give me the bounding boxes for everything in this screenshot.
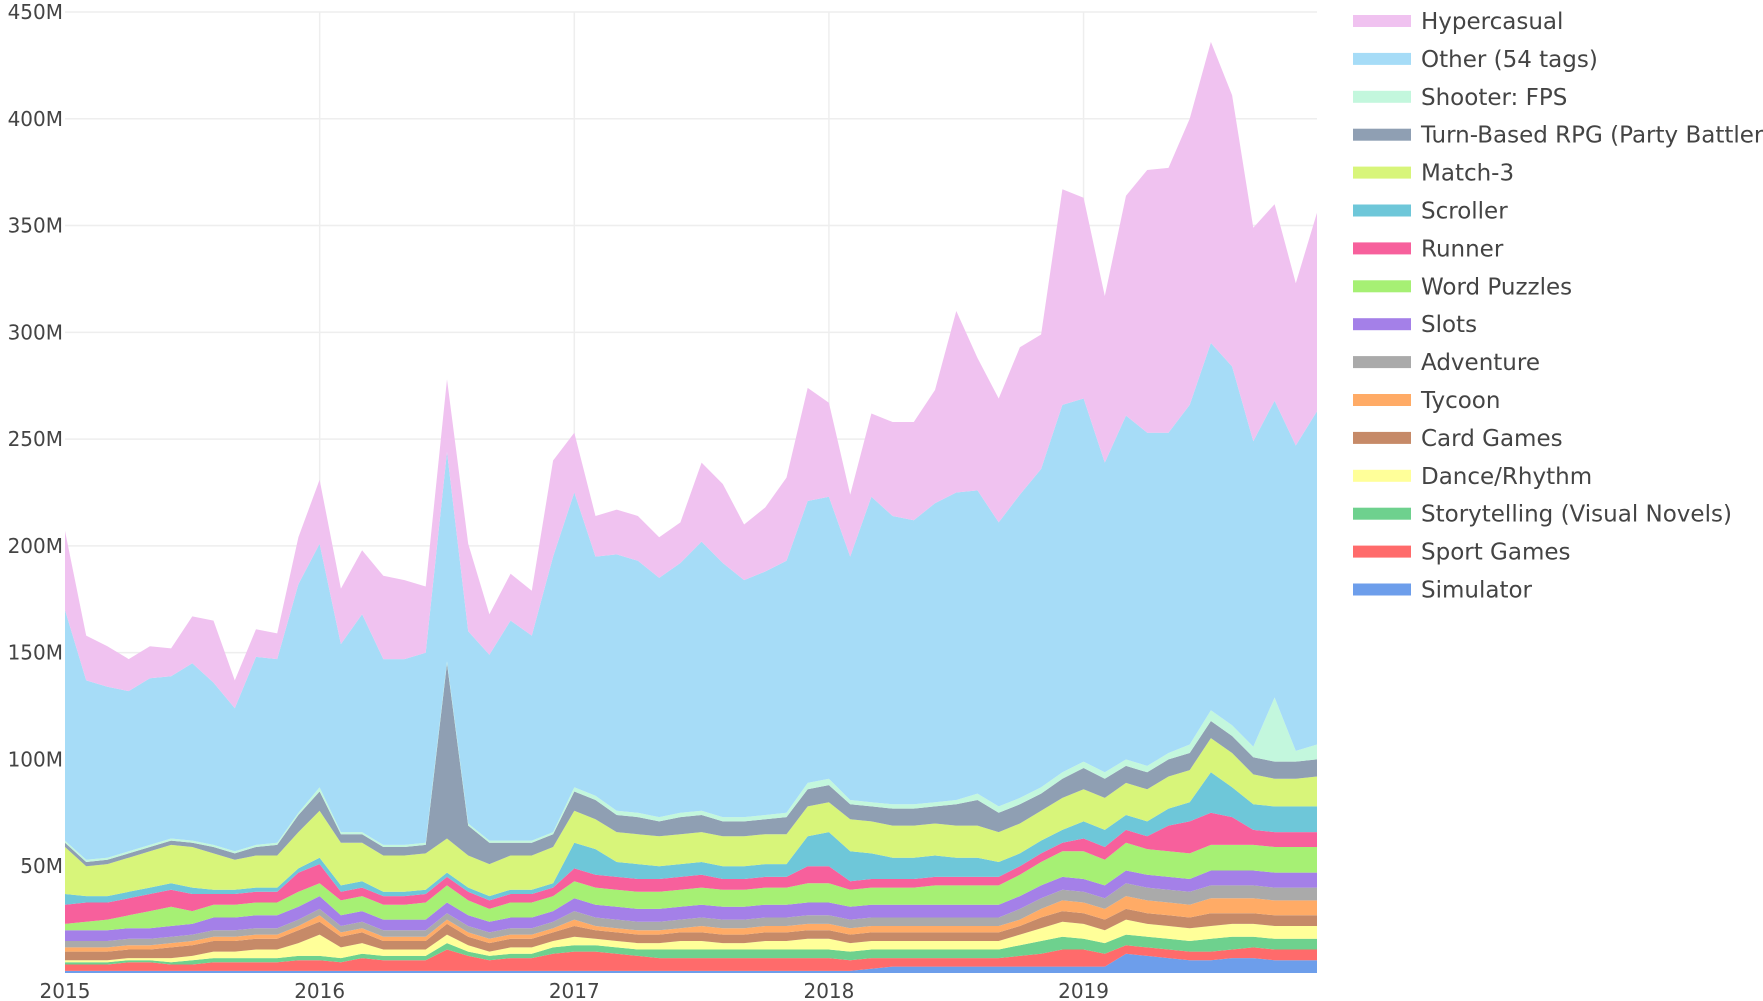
area-series-sport-games [65,945,1317,971]
x-tick-label: 2018 [803,979,854,1001]
legend-swatch [1353,583,1411,596]
y-tick-label: 100M [8,747,63,771]
legend-label: Card Games [1421,426,1563,452]
legend-swatch [1353,280,1411,293]
area-series-hypercasual [65,41,1317,709]
legend-item[interactable]: Slots [1353,312,1477,338]
x-tick-label: 2019 [1058,979,1109,1001]
legend-swatch [1353,545,1411,558]
legend-label: Simulator [1421,578,1533,604]
legend-label: Adventure [1421,350,1540,376]
legend-item[interactable]: Runner [1353,236,1504,262]
legend-label: Shooter: FPS [1421,85,1567,111]
legend-item[interactable]: Simulator [1353,578,1533,604]
x-tick-label: 2017 [549,979,600,1001]
area-series-runner [65,812,1317,924]
legend-label: Match-3 [1421,161,1514,187]
legend-swatch [1353,15,1411,27]
legend-item[interactable]: Card Games [1353,426,1563,452]
legend-label: Sport Games [1421,540,1571,566]
legend-swatch [1353,166,1411,179]
area-series-card-games [65,908,1317,961]
legend-swatch [1353,204,1411,217]
legend-swatch [1353,469,1411,482]
area-series-tycoon [65,896,1317,952]
legend-swatch [1353,90,1411,103]
area-series-storytelling-visual-novels [65,934,1317,965]
legend-label: Turn-Based RPG (Party Battler) [1420,123,1763,149]
area-series-dance-rhythm [65,919,1317,963]
legend-swatch [1353,128,1411,141]
legend-label: Scroller [1421,199,1508,225]
area-series-simulator [65,953,1317,973]
area-series-scroller [65,772,1317,905]
y-tick-label: 400M [8,107,63,131]
legend-item[interactable]: Shooter: FPS [1353,85,1567,111]
legend-item[interactable]: Sport Games [1353,540,1571,566]
legend-label: Storytelling (Visual Novels) [1421,502,1732,528]
y-tick-label: 250M [8,427,63,451]
legend-label: Other (54 tags) [1421,47,1598,73]
legend-swatch [1353,356,1411,369]
legend-item[interactable]: Match-3 [1353,161,1514,187]
legend-swatch [1353,52,1411,65]
area-series-word-puzzles [65,842,1317,931]
legend-item[interactable]: Other (54 tags) [1353,47,1598,73]
legend-swatch [1353,431,1411,444]
legend-item[interactable]: Word Puzzles [1353,274,1572,300]
legend-item[interactable]: Adventure [1353,350,1540,376]
legend-swatch [1353,242,1411,255]
x-tick-label: 2015 [40,979,91,1001]
legend-label: Word Puzzles [1421,274,1572,300]
x-axis: 2015 2016 2017 2018 2019 [40,979,1109,1001]
area-series-other-54-tags [65,343,1317,860]
area-series-turn-based-rpg-party-battler [65,663,1317,867]
legend-item[interactable]: Turn-Based RPG (Party Battler) [1353,123,1763,149]
legend-label: Dance/Rhythm [1421,464,1592,490]
y-tick-label: 350M [8,214,63,238]
legend-item[interactable]: Storytelling (Visual Novels) [1353,502,1732,528]
legend-swatch [1353,394,1411,406]
area-series-match-3 [65,738,1317,897]
legend-label: Runner [1421,236,1504,262]
legend-item[interactable]: Scroller [1353,199,1508,225]
area-series-adventure [65,883,1317,948]
legend-label: Tycoon [1420,388,1500,414]
y-tick-label: 300M [8,320,63,344]
legend-item[interactable]: Hypercasual [1353,9,1563,35]
plot-areas [65,41,1317,973]
x-tick-label: 2016 [294,979,345,1001]
y-tick-label: 200M [8,534,63,558]
legend: Hypercasual Other (54 tags) Shooter: FPS Tu… [1353,9,1763,604]
legend-item[interactable]: Dance/Rhythm [1353,464,1592,490]
y-axis: 50M 100M 150M 200M 250M 300M 350M 400M 450M [8,0,63,878]
legend-label: Slots [1421,312,1477,338]
area-series-shooter-fps [65,661,1317,862]
y-tick-label: 50M [20,854,63,878]
y-tick-label: 150M [8,641,63,665]
legend-swatch [1353,507,1411,520]
legend-swatch [1353,318,1411,331]
legend-label: Hypercasual [1421,9,1563,35]
y-tick-label: 450M [8,0,63,24]
legend-item[interactable]: Tycoon [1353,388,1500,414]
